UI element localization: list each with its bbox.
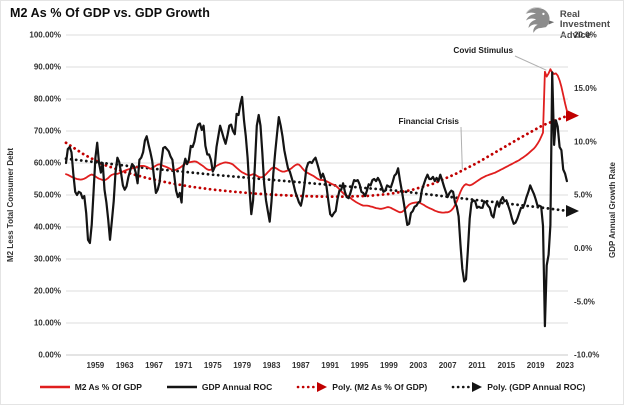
legend-label: Poly. (GDP Annual ROC)	[487, 382, 586, 392]
series-poly-gdp-annual-roc	[64, 157, 570, 213]
x-axis-tick: 2011	[468, 361, 486, 370]
x-axis-tick: 2003	[409, 361, 427, 370]
x-axis-tick: 1995	[351, 361, 369, 370]
left-axis-tick: 0.00%	[38, 351, 61, 360]
poly-arrowhead-poly-gdp-annual-roc	[566, 205, 579, 217]
right-axis-tick: 20.0%	[574, 31, 597, 40]
x-axis-tick: 1971	[175, 361, 193, 370]
legend-swatch-dotted-arrow	[451, 382, 483, 392]
legend-item-gdp-annual-roc: GDP Annual ROC	[166, 381, 272, 393]
legend-label: M2 As % Of GDP	[74, 382, 142, 392]
legend-swatch-line	[166, 385, 197, 389]
x-axis-tick: 1963	[116, 361, 134, 370]
right-axis-tick: 0.0%	[574, 244, 592, 253]
x-axis-tick: 1987	[292, 361, 310, 370]
left-axis-tick: 30.00%	[34, 255, 61, 264]
x-axis-tick: 2023	[556, 361, 574, 370]
legend-swatch-line	[39, 385, 70, 389]
chart-title: M2 As % Of GDP vs. GDP Growth	[10, 6, 210, 20]
chart-legend: M2 As % Of GDP GDP Annual ROC Poly. (M2 As…	[0, 381, 624, 393]
legend-label: GDP Annual ROC	[201, 382, 273, 392]
right-axis-tick: 15.0%	[574, 84, 597, 93]
x-axis-tick: 1975	[204, 361, 222, 370]
legend-item-m2-as-of-gdp: M2 As % Of GDP	[39, 381, 142, 393]
x-axis-tick: 1991	[321, 361, 339, 370]
left-axis-tick: 20.00%	[34, 287, 61, 296]
x-axis-tick: 2019	[527, 361, 545, 370]
legend-swatch-dotted-arrow	[296, 382, 328, 392]
annotation-financial-crisis: Financial Crisis	[398, 117, 459, 126]
annotation-covid-stimulus: Covid Stimulus	[453, 46, 513, 55]
left-axis-tick: 90.00%	[34, 63, 61, 72]
left-axis-tick: 50.00%	[34, 191, 61, 200]
right-axis-tick: -5.0%	[574, 297, 595, 306]
brand-logo: Real Investment Advice	[516, 4, 610, 47]
x-axis-tick: 1959	[86, 361, 104, 370]
right-axis-tick: 10.0%	[574, 137, 597, 146]
left-axis-tick: 80.00%	[34, 95, 61, 104]
x-axis-tick: 1967	[145, 361, 163, 370]
series-gdp-annual-roc	[64, 71, 568, 328]
legend-label: Poly. (M2 As % Of GDP)	[332, 382, 428, 392]
brand-line-1: Real	[559, 8, 580, 20]
series-m2-as-of-gdp	[65, 68, 568, 214]
x-axis-tick: 1999	[380, 361, 398, 370]
legend-item-poly-gdp-annual-roc: Poly. (GDP Annual ROC)	[451, 381, 585, 393]
eagle-icon	[516, 4, 556, 47]
brand-line-3: Advice	[559, 29, 591, 41]
annotation-leader-line	[514, 55, 547, 71]
left-axis-tick: 60.00%	[34, 159, 61, 168]
x-axis-tick: 1983	[263, 361, 281, 370]
left-axis-tick: 10.00%	[34, 319, 61, 328]
left-axis-tick: 100.00%	[29, 31, 61, 40]
left-axis-tick: 40.00%	[34, 223, 61, 232]
x-axis-tick: 1979	[233, 361, 251, 370]
brand-line-2: Investment	[559, 19, 610, 31]
brand-text: Real Investment Advice	[559, 8, 610, 42]
x-axis-tick: 2015	[497, 361, 515, 370]
legend-item-poly-m2-as-of-gdp: Poly. (M2 As % Of GDP)	[296, 381, 427, 393]
poly-arrowhead-poly-m2-as-of-gdp	[566, 109, 579, 122]
x-axis-tick: 2007	[439, 361, 457, 370]
left-axis-tick: 70.00%	[34, 127, 61, 136]
series-poly-m2-as-of-gdp	[64, 114, 570, 198]
right-axis-tick: 5.0%	[574, 191, 592, 200]
annotation-leader-line	[460, 126, 463, 170]
right-axis-tick: -10.0%	[574, 351, 599, 360]
